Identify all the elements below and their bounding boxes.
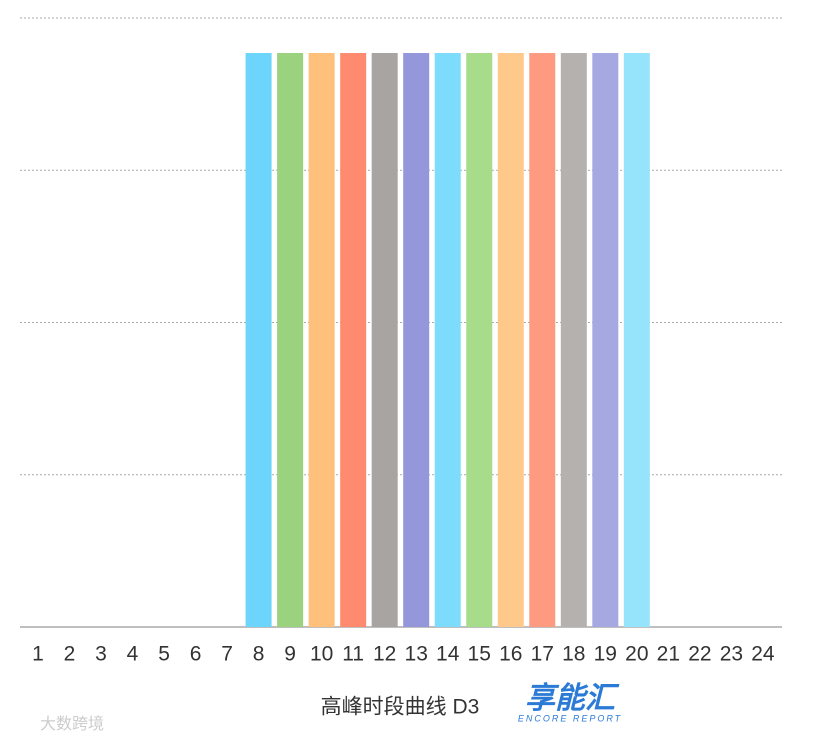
logo-text: 享能汇 <box>525 682 620 715</box>
bar <box>308 53 335 627</box>
x-tick-label: 23 <box>720 643 743 666</box>
bar <box>497 53 524 627</box>
bar <box>403 53 430 627</box>
x-tick-label: 7 <box>221 643 233 666</box>
bar <box>434 53 461 627</box>
watermark: 大数跨境 <box>40 714 104 733</box>
x-tick-label: 1 <box>32 643 44 666</box>
x-tick-label: 3 <box>95 643 107 666</box>
bar <box>277 53 304 627</box>
bar <box>245 53 272 627</box>
x-tick-label: 13 <box>405 643 428 666</box>
x-tick-label: 12 <box>373 643 396 666</box>
x-tick-label: 21 <box>657 643 680 666</box>
x-tick-label: 9 <box>284 643 296 666</box>
bar <box>371 53 398 627</box>
x-tick-label: 22 <box>688 643 711 666</box>
x-tick-label: 18 <box>562 643 585 666</box>
x-tick-label: 6 <box>190 643 202 666</box>
x-tick-label: 14 <box>436 643 460 666</box>
chart-title: 高峰时段曲线 D3 <box>321 696 480 719</box>
x-tick-label: 20 <box>625 643 648 666</box>
bar <box>592 53 619 627</box>
x-tick-label: 16 <box>499 643 522 666</box>
x-tick-label: 19 <box>594 643 617 666</box>
bar <box>340 53 367 627</box>
x-tick-label: 8 <box>253 643 265 666</box>
bar <box>466 53 493 627</box>
x-tick-label: 4 <box>127 643 139 666</box>
bar <box>529 53 556 627</box>
x-tick-label: 15 <box>468 643 491 666</box>
x-tick-label: 5 <box>158 643 170 666</box>
bar <box>560 53 587 627</box>
x-tick-label: 17 <box>531 643 554 666</box>
bar <box>623 53 650 627</box>
logo-subtext: ENCORE REPORT <box>518 713 622 723</box>
x-tick-label: 11 <box>342 643 364 666</box>
x-tick-label: 10 <box>310 643 333 666</box>
x-tick-label: 2 <box>64 643 76 666</box>
x-tick-label: 24 <box>751 643 775 666</box>
